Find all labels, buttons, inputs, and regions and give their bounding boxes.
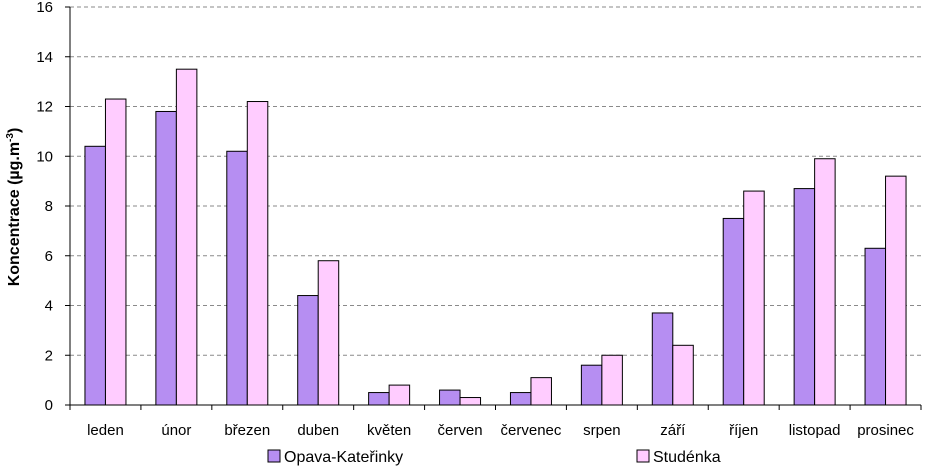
bar-studenka [743, 190, 765, 406]
x-tick-label: červenec [501, 422, 562, 439]
bar-opava [509, 392, 532, 406]
bar-opava [297, 295, 319, 406]
bar-studenka [104, 98, 127, 406]
bar-studenka [175, 68, 198, 406]
y-tick-label: 0 [45, 397, 53, 414]
y-tick-label: 6 [45, 248, 53, 265]
bar-opava [793, 188, 816, 406]
x-tick-label: leden [87, 422, 124, 439]
bar-opava [864, 247, 887, 406]
bar-studenka [885, 175, 907, 406]
bar-opava [368, 392, 390, 406]
bar-studenka [672, 344, 694, 406]
bar-opava [84, 145, 106, 406]
y-tick-label: 16 [36, 0, 53, 16]
y-tick-label: 14 [36, 49, 53, 66]
bar-opava [439, 389, 461, 406]
x-tick-label: únor [161, 422, 191, 439]
x-tick-label: září [660, 422, 686, 439]
x-tick-label: červen [438, 422, 483, 439]
bar-opava [651, 312, 674, 406]
legend-label-opava: Opava-Kateřinky [284, 449, 403, 466]
bar-opava [155, 110, 177, 406]
y-tick-label: 2 [45, 347, 53, 364]
x-tick-label: duben [297, 422, 339, 439]
legend-item-studenka: Studénka [636, 449, 721, 466]
legend-label-studenka: Studénka [653, 449, 721, 466]
x-tick-label: srpen [583, 422, 621, 439]
bar-studenka [459, 397, 482, 406]
y-tick-labels: 0 2 4 6 8 10 12 14 16 [36, 0, 53, 414]
legend-swatch-studenka [636, 449, 650, 463]
bar-opava [226, 150, 248, 406]
y-tick-label: 4 [45, 298, 53, 315]
y-axis-title: Koncentrace (µg.m-3) [5, 128, 23, 287]
y-tick-label: 8 [45, 198, 53, 215]
bar-studenka [388, 384, 411, 406]
x-tick-label: prosinec [857, 422, 914, 439]
legend: Opava-Kateřinky Studénka [267, 449, 721, 466]
bar-studenka [246, 101, 269, 406]
x-tick-label: květen [367, 422, 411, 439]
bar-studenka [317, 260, 340, 406]
y-tick-label: 12 [36, 99, 53, 116]
x-tick-label: březen [224, 422, 270, 439]
x-tick-label: listopad [789, 422, 841, 439]
bar-studenka [601, 354, 623, 406]
axes [65, 6, 922, 410]
legend-item-opava: Opava-Kateřinky [267, 449, 403, 466]
bar-opava [580, 364, 603, 406]
gridlines [70, 6, 921, 356]
x-tick-labels: leden únor březen duben květen červen červenec… [87, 422, 914, 439]
bar-studenka [814, 158, 836, 406]
legend-swatch-opava [267, 449, 281, 463]
bars [84, 68, 907, 406]
y-tick-label: 10 [36, 148, 53, 165]
x-tick-label: říjen [729, 422, 758, 439]
bar-studenka [530, 377, 552, 406]
bar-opava [722, 217, 745, 406]
